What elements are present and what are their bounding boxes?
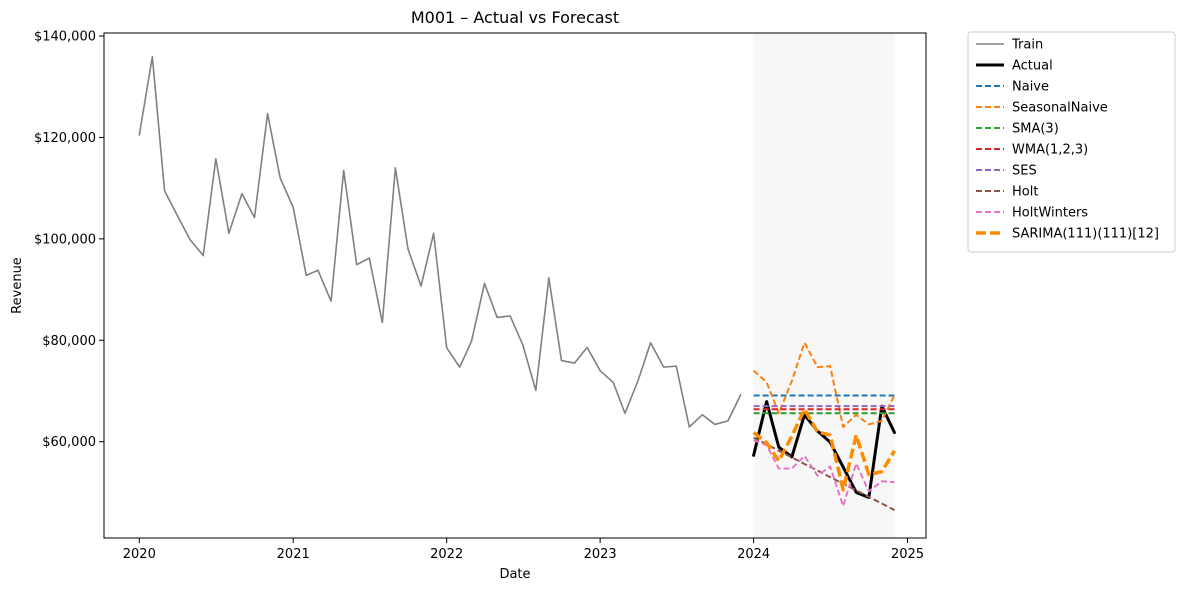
y-axis-ticks: $60,000 $80,000 $100,000 $120,000 $140,000 — [34, 30, 104, 450]
legend-label: Naive — [1012, 80, 1049, 95]
series-line-actual — [752, 400, 896, 499]
legend-box — [967, 31, 1176, 253]
series-layer — [138, 56, 896, 511]
y-axis-label: Revenue — [10, 257, 25, 314]
x-tick-label: 2021 — [277, 547, 310, 562]
x-tick-label: 2022 — [430, 547, 463, 562]
series-line-sarima-111-111-12 — [752, 407, 896, 492]
legend-label: HoltWinters — [1012, 206, 1088, 221]
y-tick-label: $100,000 — [34, 232, 96, 247]
y-tick-label: $60,000 — [42, 435, 96, 450]
x-axis-label: Date — [499, 567, 530, 582]
y-tick-label: $120,000 — [34, 131, 96, 146]
legend-label: SMA(3) — [1012, 122, 1059, 137]
legend: Train Actual Naive SeasonalNaive SMA(3) WMA(1… — [967, 31, 1176, 253]
legend-label: Actual — [1012, 59, 1053, 74]
x-tick-label: 2023 — [584, 547, 617, 562]
legend-label: SARIMA(111)(111)[12] — [1012, 227, 1159, 242]
series-line-holtwinters — [753, 439, 895, 508]
legend-label: Train — [1011, 38, 1043, 53]
x-tick-label: 2020 — [123, 547, 156, 562]
chart-title: M001 – Actual vs Forecast — [411, 8, 619, 27]
y-tick-label: $140,000 — [34, 30, 96, 45]
forecast-window-band — [753, 33, 895, 538]
y-tick-label: $80,000 — [42, 334, 96, 349]
series-line-seasonalnaive — [752, 341, 896, 428]
legend-label: SES — [1012, 164, 1037, 179]
x-tick-label: 2025 — [891, 547, 924, 562]
legend-label: SeasonalNaive — [1012, 101, 1108, 116]
x-tick-label: 2024 — [737, 547, 770, 562]
legend-label: WMA(1,2,3) — [1012, 143, 1088, 158]
legend-label: Holt — [1012, 185, 1038, 200]
x-axis-ticks: 2020 2021 2022 2023 2024 2025 — [123, 538, 924, 562]
series-line-train — [138, 56, 742, 428]
plot-area-frame — [103, 32, 927, 539]
